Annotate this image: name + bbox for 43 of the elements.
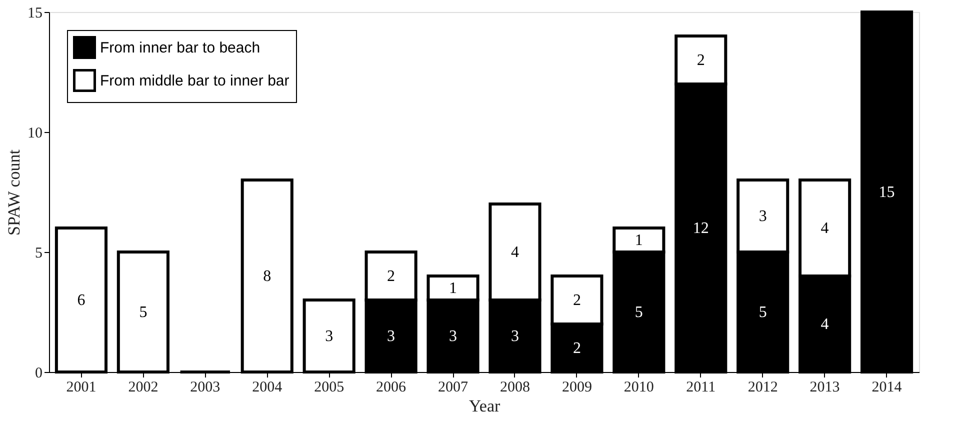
- x-tick-label: 2007: [438, 380, 469, 396]
- data-label: 5: [758, 304, 767, 321]
- x-tick-label: 2008: [500, 380, 530, 396]
- x-tick-label: 2009: [562, 380, 592, 396]
- y-tick-label: 0: [35, 366, 42, 382]
- data-label: 3: [510, 328, 519, 345]
- x-tick-label: 2001: [66, 380, 96, 396]
- data-label: 15: [878, 184, 895, 201]
- data-label: 12: [692, 220, 709, 237]
- data-label: 2: [572, 340, 581, 357]
- x-tick-label: 2006: [376, 380, 407, 396]
- data-label: 4: [510, 244, 519, 261]
- data-label: 1: [449, 280, 458, 297]
- data-label: 3: [758, 208, 767, 225]
- y-tick-label: 5: [35, 246, 42, 262]
- data-label: 5: [139, 304, 148, 321]
- y-tick-label: 10: [28, 126, 42, 142]
- x-tick-label: 2011: [686, 380, 716, 396]
- x-tick-label: 2003: [190, 380, 220, 396]
- y-tick-label: 15: [28, 6, 42, 22]
- x-tick-label: 2002: [128, 380, 158, 396]
- data-label: 2: [572, 292, 581, 309]
- x-tick-label: 2004: [252, 380, 283, 396]
- data-label: 4: [820, 220, 829, 237]
- x-tick-label: 2005: [314, 380, 344, 396]
- data-label: 3: [387, 328, 396, 345]
- data-label: 8: [263, 268, 272, 285]
- y-axis-title: SPAW count: [4, 149, 24, 236]
- data-label: 2: [696, 52, 705, 69]
- legend-label: From middle bar to inner bar: [100, 72, 290, 90]
- data-label: 3: [449, 328, 458, 345]
- data-label: 2: [387, 268, 396, 285]
- data-label: 4: [820, 316, 829, 333]
- data-label: 5: [634, 304, 643, 321]
- data-label: 3: [325, 328, 334, 345]
- x-tick-label: 2012: [748, 380, 778, 396]
- x-axis-title: Year: [468, 396, 500, 416]
- legend-label: From inner bar to beach: [100, 40, 260, 56]
- x-tick-label: 2013: [810, 380, 840, 396]
- x-tick-label: 2010: [624, 380, 654, 396]
- data-label: 1: [634, 232, 643, 249]
- x-tick-label: 2014: [872, 380, 902, 396]
- data-label: 6: [77, 292, 86, 309]
